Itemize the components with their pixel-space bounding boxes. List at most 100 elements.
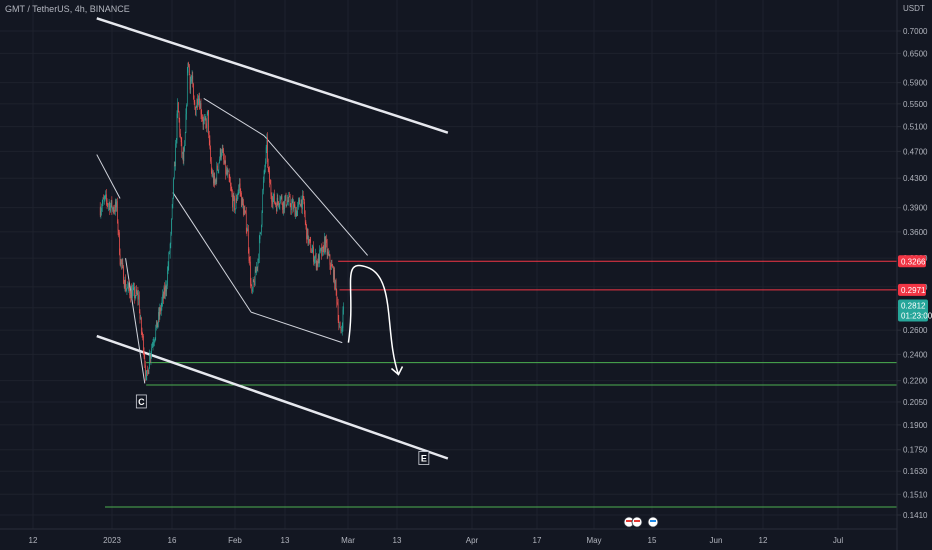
candle-body: [161, 300, 163, 307]
candle-body: [173, 178, 174, 198]
candle: [235, 193, 237, 210]
candle: [177, 98, 178, 119]
candle-body: [123, 283, 125, 288]
wedge-trendline[interactable]: [203, 97, 265, 137]
candle: [341, 322, 343, 336]
candle: [158, 307, 159, 328]
event-flag-icon[interactable]: [631, 516, 643, 528]
candle-body: [279, 201, 281, 205]
candle: [335, 279, 336, 291]
candle-body: [121, 263, 123, 264]
candle-body: [100, 210, 102, 216]
wave-label-box: [135, 394, 147, 409]
candle: [199, 92, 200, 110]
candle-body: [154, 337, 156, 341]
wedge-trendline[interactable]: [263, 135, 369, 256]
candle: [112, 205, 114, 214]
wedge-trendline[interactable]: [96, 154, 121, 199]
y-tick-label: 0.6500: [903, 49, 928, 58]
candle: [209, 135, 211, 150]
candle: [154, 337, 156, 343]
candle-body: [248, 249, 250, 261]
candle-body: [274, 203, 276, 204]
candle-body: [211, 170, 213, 176]
candle: [214, 172, 216, 188]
wave-label[interactable]: C: [135, 394, 147, 409]
candle: [195, 105, 197, 117]
candle: [208, 109, 209, 139]
candle: [267, 158, 269, 172]
channel-trendline[interactable]: [96, 17, 449, 134]
candle: [101, 199, 103, 212]
candle-body: [296, 209, 297, 217]
candle-body: [150, 353, 152, 359]
grid: [0, 0, 897, 529]
candle: [341, 325, 342, 334]
candle: [185, 108, 187, 134]
candle: [276, 192, 278, 212]
candle-body: [325, 239, 327, 250]
y-tick-label: 0.5900: [903, 79, 928, 88]
candle: [320, 248, 321, 254]
candle-body: [290, 205, 292, 210]
wedge-trendline[interactable]: [172, 192, 252, 313]
event-markers: [623, 516, 659, 528]
candle: [304, 210, 306, 226]
candle: [331, 259, 333, 267]
candle-body: [200, 103, 202, 115]
candle-body: [196, 99, 198, 108]
candle: [148, 367, 150, 375]
candle-body: [195, 106, 196, 116]
candle-body: [205, 118, 207, 124]
candle-body: [236, 198, 237, 201]
candle-body: [228, 171, 230, 179]
candle: [258, 253, 259, 264]
candle-body: [168, 253, 170, 267]
wedge-trendline[interactable]: [125, 258, 146, 384]
event-flag-icon[interactable]: [647, 516, 659, 528]
candle-body: [335, 280, 337, 290]
candle-body: [106, 194, 107, 201]
y-tick-label: 0.2050: [903, 398, 928, 407]
candle-body: [273, 193, 274, 198]
candle-body: [125, 289, 127, 291]
candle-body: [298, 199, 300, 202]
candle: [193, 95, 195, 105]
candle: [203, 116, 205, 130]
y-tick-label: 0.2400: [903, 350, 928, 359]
candle: [302, 190, 303, 215]
channel-trendline[interactable]: [96, 334, 449, 460]
candle: [138, 291, 140, 314]
candle: [120, 258, 122, 268]
candle-body: [316, 261, 318, 268]
candle-body: [114, 210, 115, 212]
candle: [179, 117, 181, 138]
candle-body: [252, 289, 253, 292]
wave-label[interactable]: E: [418, 451, 430, 465]
candle: [280, 195, 281, 204]
candle: [254, 276, 255, 288]
forecast-arrow-path[interactable]: [347, 264, 400, 375]
event-flag-icon[interactable]: [623, 516, 635, 528]
candle-body: [141, 317, 142, 331]
candle: [113, 207, 115, 215]
candle-body: [341, 328, 343, 331]
candle: [298, 197, 300, 208]
candle: [234, 208, 236, 214]
candle: [145, 370, 147, 381]
candle: [165, 284, 167, 297]
candle: [304, 198, 305, 218]
candle: [127, 281, 128, 289]
candle: [180, 128, 181, 139]
candle: [114, 204, 115, 215]
candle: [100, 206, 102, 219]
y-tick-label: 0.3600: [903, 228, 928, 237]
wedge-trendline[interactable]: [250, 311, 343, 344]
candle: [252, 277, 254, 293]
y-tick-label: 0.7000: [903, 27, 928, 36]
candle: [195, 106, 196, 116]
candle: [335, 278, 337, 296]
candle: [156, 320, 157, 331]
candle-body: [268, 168, 270, 171]
